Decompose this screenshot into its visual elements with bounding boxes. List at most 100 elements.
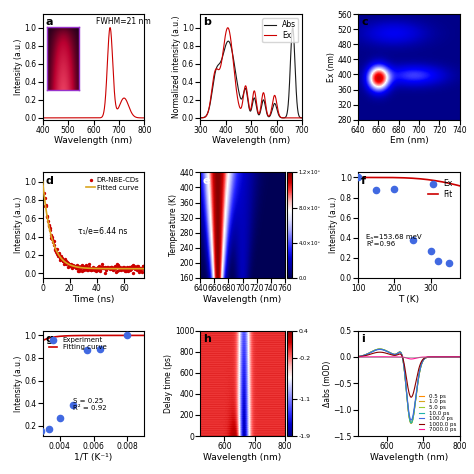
DR-NBE-CDs bbox=[109, 265, 116, 273]
DR-NBE-CDs bbox=[46, 224, 54, 232]
DR-NBE-CDs bbox=[86, 264, 94, 271]
DR-NBE-CDs bbox=[65, 260, 73, 268]
DR-NBE-CDs bbox=[126, 263, 133, 271]
X-axis label: 1/T (K⁻¹): 1/T (K⁻¹) bbox=[74, 453, 113, 462]
Text: FWHM=21 nm: FWHM=21 nm bbox=[96, 18, 150, 27]
DR-NBE-CDs bbox=[85, 261, 93, 268]
DR-NBE-CDs bbox=[75, 267, 83, 274]
DR-NBE-CDs bbox=[57, 255, 64, 263]
0.5 ps bbox=[404, 390, 410, 396]
Fit bbox=[447, 181, 453, 186]
DR-NBE-CDs bbox=[92, 265, 100, 273]
DR-NBE-CDs bbox=[90, 264, 97, 272]
Ex bbox=[247, 107, 253, 112]
X-axis label: Wavelength (nm): Wavelength (nm) bbox=[370, 453, 448, 462]
Y-axis label: Temperature (K): Temperature (K) bbox=[169, 194, 178, 256]
DR-NBE-CDs bbox=[56, 256, 64, 264]
DR-NBE-CDs bbox=[120, 266, 128, 274]
X-axis label: Time (ns): Time (ns) bbox=[73, 294, 115, 303]
DR-NBE-CDs bbox=[58, 253, 65, 260]
Experiment bbox=[83, 346, 91, 354]
DR-NBE-CDs bbox=[74, 263, 82, 270]
Fit bbox=[441, 179, 447, 185]
DR-NBE-CDs bbox=[116, 264, 124, 271]
DR-NBE-CDs bbox=[121, 264, 129, 272]
DR-NBE-CDs bbox=[98, 264, 106, 272]
Text: i: i bbox=[361, 334, 365, 344]
DR-NBE-CDs bbox=[140, 264, 147, 271]
Ex bbox=[225, 25, 231, 31]
10.0 ps bbox=[439, 354, 445, 360]
10.0 ps bbox=[404, 397, 410, 402]
Fitting curve bbox=[132, 333, 137, 338]
10.0 ps bbox=[409, 420, 414, 426]
DR-NBE-CDs bbox=[133, 262, 141, 270]
DR-NBE-CDs bbox=[132, 264, 140, 272]
5.0 ps bbox=[455, 354, 461, 360]
DR-NBE-CDs bbox=[137, 265, 144, 273]
100.0 ps bbox=[439, 354, 445, 360]
DR-NBE-CDs bbox=[51, 245, 58, 253]
DR-NBE-CDs bbox=[112, 264, 119, 271]
Ex bbox=[409, 236, 416, 244]
Fit bbox=[415, 176, 421, 182]
DR-NBE-CDs bbox=[91, 264, 99, 272]
1.0 ps bbox=[404, 390, 410, 396]
Line: Ex: Ex bbox=[201, 28, 302, 118]
DR-NBE-CDs bbox=[99, 261, 106, 268]
Fitted curve bbox=[89, 265, 94, 271]
Fit bbox=[457, 183, 463, 189]
Experiment bbox=[69, 401, 77, 409]
Abs bbox=[296, 113, 302, 119]
DR-NBE-CDs bbox=[68, 262, 75, 269]
Y-axis label: Intensity (a.u.): Intensity (a.u.) bbox=[14, 355, 23, 411]
1000.0 ps bbox=[377, 349, 383, 355]
Fitted curve bbox=[40, 179, 46, 184]
DR-NBE-CDs bbox=[68, 264, 76, 271]
DR-NBE-CDs bbox=[133, 266, 140, 274]
Abs bbox=[299, 115, 305, 121]
DR-NBE-CDs bbox=[63, 260, 70, 267]
Text: a: a bbox=[46, 18, 53, 27]
Ex bbox=[296, 115, 302, 121]
X-axis label: Wavelength (nm): Wavelength (nm) bbox=[212, 137, 291, 146]
DR-NBE-CDs bbox=[80, 264, 87, 272]
DR-NBE-CDs bbox=[102, 265, 110, 273]
100.0 ps bbox=[416, 372, 422, 377]
DR-NBE-CDs bbox=[73, 261, 81, 269]
DR-NBE-CDs bbox=[107, 264, 115, 271]
Legend: DR-NBE-CDs, Fitted curve: DR-NBE-CDs, Fitted curve bbox=[85, 176, 141, 192]
DR-NBE-CDs bbox=[104, 263, 112, 271]
Text: g: g bbox=[46, 334, 54, 344]
X-axis label: Wavelength (nm): Wavelength (nm) bbox=[55, 137, 133, 146]
DR-NBE-CDs bbox=[62, 257, 69, 264]
DR-NBE-CDs bbox=[114, 262, 122, 269]
DR-NBE-CDs bbox=[56, 254, 64, 262]
Experiment bbox=[56, 414, 64, 421]
100.0 ps bbox=[404, 395, 410, 401]
DR-NBE-CDs bbox=[40, 189, 48, 196]
DR-NBE-CDs bbox=[95, 266, 102, 274]
100.0 ps bbox=[377, 346, 383, 352]
DR-NBE-CDs bbox=[80, 264, 88, 272]
DR-NBE-CDs bbox=[44, 218, 52, 225]
Ex bbox=[445, 259, 453, 266]
DR-NBE-CDs bbox=[54, 250, 61, 258]
1000.0 ps bbox=[404, 380, 410, 386]
Line: Fitted curve: Fitted curve bbox=[43, 182, 145, 269]
Ex bbox=[299, 115, 305, 121]
Fitting curve bbox=[142, 333, 147, 338]
DR-NBE-CDs bbox=[49, 234, 56, 241]
DR-NBE-CDs bbox=[55, 249, 63, 256]
DR-NBE-CDs bbox=[120, 263, 128, 271]
0.5 ps bbox=[377, 346, 383, 352]
DR-NBE-CDs bbox=[113, 260, 121, 268]
Y-axis label: Normalized intensity (a.u.): Normalized intensity (a.u.) bbox=[172, 16, 181, 118]
Fitting curve bbox=[36, 340, 42, 346]
Y-axis label: Intensity (a.u.): Intensity (a.u.) bbox=[14, 197, 23, 253]
DR-NBE-CDs bbox=[79, 262, 86, 270]
DR-NBE-CDs bbox=[41, 194, 48, 201]
Line: 5.0 ps: 5.0 ps bbox=[358, 349, 460, 423]
DR-NBE-CDs bbox=[60, 257, 67, 264]
Fitted curve bbox=[123, 266, 129, 272]
